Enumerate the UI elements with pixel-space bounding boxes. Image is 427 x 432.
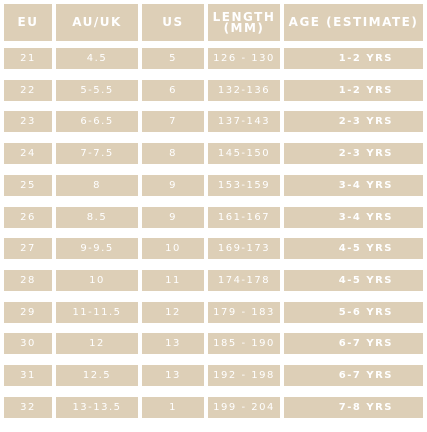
cell-age: 4-5 YRS xyxy=(284,238,423,259)
cell-us: 10 xyxy=(142,238,204,259)
cell-au-uk: 7-7.5 xyxy=(56,143,138,164)
cell-eu: 21 xyxy=(4,48,52,69)
cell-us: 9 xyxy=(142,175,204,196)
cell-eu: 26 xyxy=(4,207,52,228)
cell-length: 161-167 xyxy=(208,207,280,228)
cell-au-uk: 6-6.5 xyxy=(56,111,138,132)
cell-eu: 30 xyxy=(4,333,52,354)
cell-us: 9 xyxy=(142,207,204,228)
cell-au-uk: 12.5 xyxy=(56,365,138,386)
cell-us: 11 xyxy=(142,270,204,291)
cell-us: 1 xyxy=(142,397,204,418)
cell-eu: 24 xyxy=(4,143,52,164)
header-us: US xyxy=(142,4,204,41)
cell-eu: 28 xyxy=(4,270,52,291)
header-age: AGE (ESTIMATE) xyxy=(284,4,423,41)
header-au-uk: AU/UK xyxy=(56,4,138,41)
cell-us: 12 xyxy=(142,302,204,323)
cell-length: 169-173 xyxy=(208,238,280,259)
cell-eu: 29 xyxy=(4,302,52,323)
cell-us: 13 xyxy=(142,365,204,386)
cell-age: 2-3 YRS xyxy=(284,111,423,132)
cell-au-uk: 10 xyxy=(56,270,138,291)
cell-au-uk: 13-13.5 xyxy=(56,397,138,418)
cell-age: 4-5 YRS xyxy=(284,270,423,291)
cell-age: 3-4 YRS xyxy=(284,207,423,228)
cell-eu: 31 xyxy=(4,365,52,386)
cell-length: 132-136 xyxy=(208,80,280,101)
cell-us: 13 xyxy=(142,333,204,354)
cell-age: 5-6 YRS xyxy=(284,302,423,323)
cell-au-uk: 11-11.5 xyxy=(56,302,138,323)
cell-eu: 23 xyxy=(4,111,52,132)
cell-length: 174-178 xyxy=(208,270,280,291)
cell-us: 7 xyxy=(142,111,204,132)
cell-eu: 27 xyxy=(4,238,52,259)
cell-length: 179 - 183 xyxy=(208,302,280,323)
cell-length: 199 - 204 xyxy=(208,397,280,418)
cell-length: 126 - 130 xyxy=(208,48,280,69)
cell-au-uk: 8 xyxy=(56,175,138,196)
cell-eu: 22 xyxy=(4,80,52,101)
cell-length: 145-150 xyxy=(208,143,280,164)
cell-length: 192 - 198 xyxy=(208,365,280,386)
cell-au-uk: 12 xyxy=(56,333,138,354)
cell-us: 6 xyxy=(142,80,204,101)
cell-age: 6-7 YRS xyxy=(284,333,423,354)
cell-age: 1-2 YRS xyxy=(284,80,423,101)
cell-length: 153-159 xyxy=(208,175,280,196)
cell-age: 7-8 YRS xyxy=(284,397,423,418)
cell-au-uk: 8.5 xyxy=(56,207,138,228)
header-eu: EU xyxy=(4,4,52,41)
cell-au-uk: 5-5.5 xyxy=(56,80,138,101)
cell-age: 3-4 YRS xyxy=(284,175,423,196)
cell-eu: 25 xyxy=(4,175,52,196)
cell-au-uk: 9-9.5 xyxy=(56,238,138,259)
cell-us: 8 xyxy=(142,143,204,164)
cell-us: 5 xyxy=(142,48,204,69)
cell-age: 1-2 YRS xyxy=(284,48,423,69)
header-length: LENGTH (MM) xyxy=(208,4,280,41)
cell-eu: 32 xyxy=(4,397,52,418)
cell-length: 137-143 xyxy=(208,111,280,132)
cell-length: 185 - 190 xyxy=(208,333,280,354)
cell-au-uk: 4.5 xyxy=(56,48,138,69)
cell-age: 6-7 YRS xyxy=(284,365,423,386)
cell-age: 2-3 YRS xyxy=(284,143,423,164)
